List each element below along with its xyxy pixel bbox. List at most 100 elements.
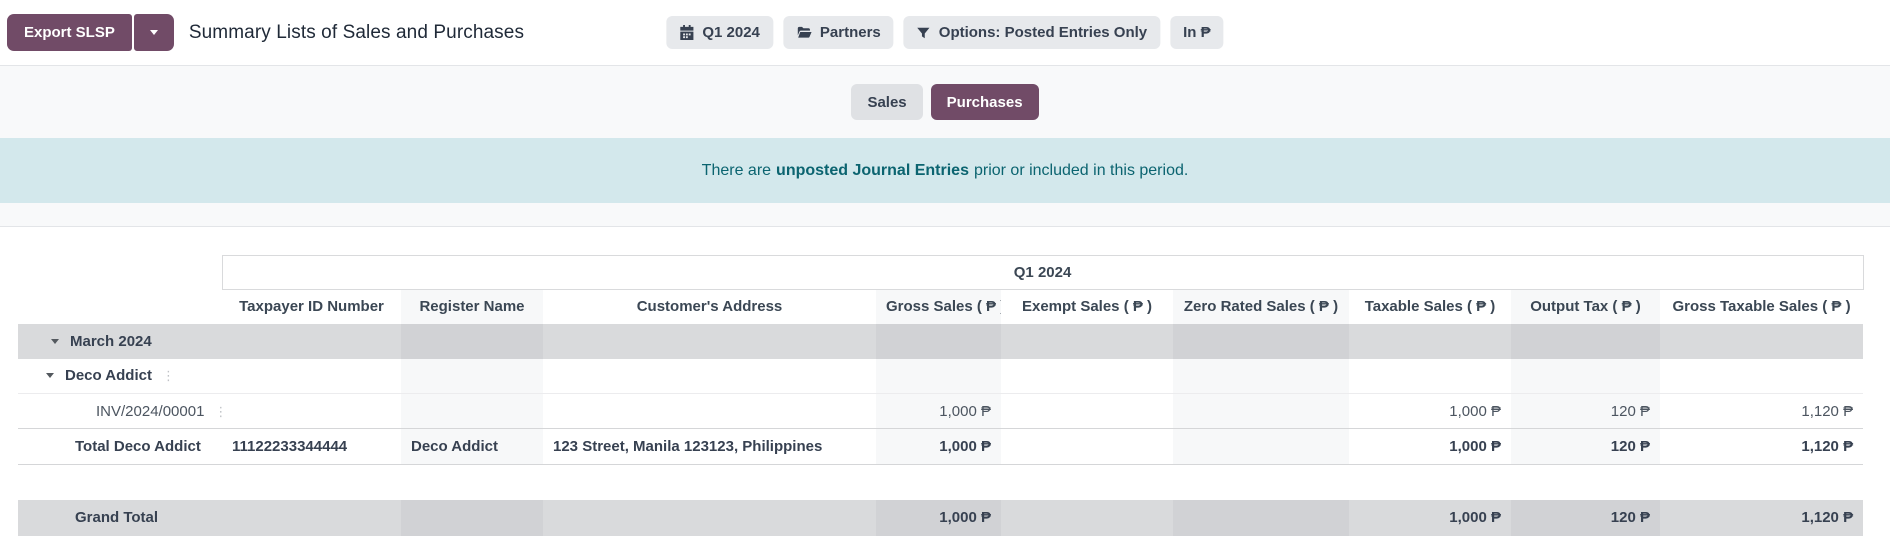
zero-rated-sales-cell xyxy=(1173,393,1349,429)
report-table-area: Q1 2024 Taxpayer ID Number Register Name… xyxy=(0,227,1890,536)
export-dropdown-toggle[interactable] xyxy=(133,14,174,51)
empty-cell xyxy=(1511,358,1660,394)
gross-sales-cell: 1,000 ₱ xyxy=(876,393,1001,429)
taxable-sales-cell: 1,000 ₱ xyxy=(1449,438,1501,455)
unposted-journal-entries-link[interactable]: unposted Journal Entries xyxy=(776,161,969,179)
empty-cell xyxy=(1349,323,1511,359)
taxable-sales-cell: 1,000 ₱ xyxy=(1349,499,1511,536)
col-gross-taxable-sales: Gross Taxable Sales ( ₱ ) xyxy=(1672,298,1851,316)
caret-down-icon xyxy=(149,30,158,35)
register-name-cell xyxy=(401,499,543,536)
options-filter-label: Options: Posted Entries Only xyxy=(938,24,1148,41)
grand-total-row: Grand Total 1,000 ₱ 1,000 ₱ 120 ₱ 1,120 … xyxy=(18,499,1864,536)
output-tax-cell: 120 ₱ xyxy=(1511,428,1660,465)
customer-address-cell: 123 Street, Manila 123123, Philippines xyxy=(553,438,823,455)
register-name-cell xyxy=(401,393,543,429)
banner-prefix-text: There are xyxy=(701,161,772,179)
currency-filter-button[interactable]: In ₱ xyxy=(1170,16,1224,49)
period-header-spacer xyxy=(18,255,222,290)
partner-row: Deco Addict ⋮ xyxy=(18,358,1863,394)
empty-cell xyxy=(1173,358,1349,394)
partner-label: Deco Addict xyxy=(65,367,152,385)
invoice-link[interactable]: INV/2024/00001 ⋮ xyxy=(18,394,222,429)
col-taxable-sales: Taxable Sales ( ₱ ) xyxy=(1364,298,1496,316)
col-register-name: Register Name xyxy=(401,289,543,324)
invoice-kebab-menu-icon[interactable]: ⋮ xyxy=(214,404,222,419)
empty-cell xyxy=(222,323,401,359)
empty-cell xyxy=(543,323,876,359)
empty-cell xyxy=(1349,359,1511,394)
partner-kebab-menu-icon[interactable]: ⋮ xyxy=(161,368,175,384)
spacer-cell xyxy=(18,465,1863,500)
empty-cell xyxy=(222,359,401,394)
customer-address-cell xyxy=(543,394,876,429)
empty-cell xyxy=(1001,359,1173,394)
output-tax-cell: 120 ₱ xyxy=(1511,499,1660,536)
control-panel: Export SLSP Summary Lists of Sales and P… xyxy=(0,0,1890,66)
partner-toggle[interactable]: Deco Addict ⋮ xyxy=(18,359,222,394)
tab-sales[interactable]: Sales xyxy=(851,84,923,120)
empty-cell xyxy=(1511,323,1660,359)
caret-down-icon xyxy=(46,373,54,379)
month-section-toggle[interactable]: March 2024 xyxy=(18,323,222,359)
month-section-row: March 2024 xyxy=(18,323,1864,359)
banner-suffix-text: prior or included in this period. xyxy=(973,161,1189,179)
col-exempt-sales: Exempt Sales ( ₱ ) xyxy=(1021,298,1153,316)
taxable-sales-cell: 1,000 ₱ xyxy=(1449,402,1501,420)
band-divider xyxy=(0,203,1890,227)
zero-rated-sales-cell xyxy=(1173,428,1349,465)
register-name-cell: Deco Addict xyxy=(401,428,543,465)
customer-address-cell xyxy=(543,499,876,536)
empty-cell xyxy=(876,358,1001,394)
empty-cell xyxy=(1660,323,1864,359)
period-column-header: Q1 2024 xyxy=(221,255,1864,290)
grand-total-label: Grand Total xyxy=(18,499,222,536)
gross-taxable-sales-cell: 1,120 ₱ xyxy=(1801,438,1854,455)
gross-sales-cell: 1,000 ₱ xyxy=(876,428,1001,465)
spacer-row xyxy=(18,465,1863,500)
unposted-entries-banner: There are unposted Journal Entries prior… xyxy=(0,138,1890,203)
export-split-button: Export SLSP xyxy=(7,14,174,51)
col-zero-rated-sales: Zero Rated Sales ( ₱ ) xyxy=(1173,289,1349,324)
taxpayer-id-cell xyxy=(222,499,401,536)
filter-bar: Q1 2024 Partners Options: Posted Entries… xyxy=(666,16,1224,49)
report-type-tabs: Sales Purchases xyxy=(0,66,1890,138)
calendar-icon xyxy=(680,25,694,40)
partner-total-label: Total Deco Addict xyxy=(75,438,201,455)
exempt-sales-cell xyxy=(1001,394,1173,429)
exempt-sales-cell xyxy=(1001,429,1173,465)
invoice-row: INV/2024/00001 ⋮ 1,000 ₱ 1,000 ₱ 120 ₱ 1,… xyxy=(18,393,1864,429)
empty-cell xyxy=(1173,323,1349,359)
invoice-label: INV/2024/00001 xyxy=(96,402,205,420)
column-header-row: Taxpayer ID Number Register Name Custome… xyxy=(18,289,1863,324)
col-output-tax: Output Tax ( ₱ ) xyxy=(1511,289,1660,324)
export-slsp-button[interactable]: Export SLSP xyxy=(7,14,132,51)
row-label-column-header xyxy=(18,290,222,324)
gross-sales-cell: 1,000 ₱ xyxy=(876,499,1001,536)
page-title: Summary Lists of Sales and Purchases xyxy=(188,21,525,43)
col-customer-address: Customer's Address xyxy=(636,298,783,316)
col-taxpayer-id: Taxpayer ID Number xyxy=(239,298,384,316)
output-tax-cell: 120 ₱ xyxy=(1511,393,1660,429)
gross-taxable-sales-cell: 1,120 ₱ xyxy=(1801,402,1854,420)
slsp-table: Q1 2024 Taxpayer ID Number Register Name… xyxy=(18,255,1864,536)
taxpayer-id-cell xyxy=(222,394,401,429)
options-filter-button[interactable]: Options: Posted Entries Only xyxy=(903,16,1161,49)
empty-cell xyxy=(1660,359,1863,394)
caret-down-icon xyxy=(51,338,59,344)
zero-rated-sales-cell xyxy=(1173,499,1349,536)
empty-cell xyxy=(876,323,1001,359)
partners-filter-label: Partners xyxy=(819,24,881,41)
tab-purchases[interactable]: Purchases xyxy=(930,84,1039,120)
period-header-row: Q1 2024 xyxy=(18,255,1864,290)
empty-cell xyxy=(1001,323,1173,359)
currency-filter-label: In ₱ xyxy=(1183,24,1211,41)
period-filter-button[interactable]: Q1 2024 xyxy=(666,16,773,49)
period-filter-label: Q1 2024 xyxy=(702,24,760,41)
filter-funnel-icon xyxy=(917,27,930,38)
partners-filter-button[interactable]: Partners xyxy=(782,16,894,49)
empty-cell xyxy=(401,358,543,394)
folder-open-icon xyxy=(797,26,812,38)
partner-total-row: Total Deco Addict 11122233344444 Deco Ad… xyxy=(18,428,1864,465)
